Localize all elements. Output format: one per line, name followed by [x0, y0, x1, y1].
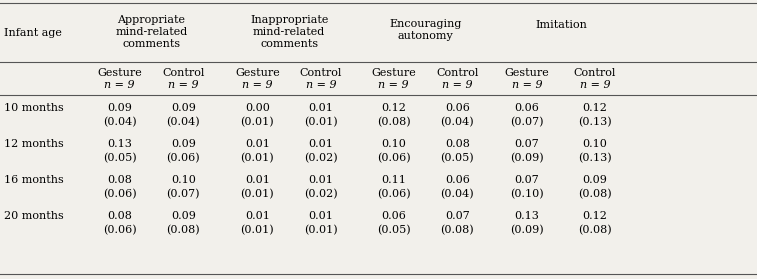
- Text: 0.13: 0.13: [107, 139, 132, 149]
- Text: 0.01: 0.01: [309, 139, 333, 149]
- Text: n = 9: n = 9: [512, 80, 542, 90]
- Text: 0.09: 0.09: [171, 103, 195, 113]
- Text: (0.13): (0.13): [578, 117, 612, 127]
- Text: 12 months: 12 months: [4, 139, 64, 149]
- Text: 0.08: 0.08: [107, 175, 132, 185]
- Text: 20 months: 20 months: [4, 211, 64, 221]
- Text: (0.01): (0.01): [241, 153, 274, 163]
- Text: (0.04): (0.04): [103, 117, 136, 127]
- Text: (0.08): (0.08): [441, 225, 474, 235]
- Text: n = 9: n = 9: [306, 80, 336, 90]
- Text: Control: Control: [162, 68, 204, 78]
- Text: (0.04): (0.04): [441, 117, 474, 127]
- Text: (0.08): (0.08): [167, 225, 200, 235]
- Text: (0.06): (0.06): [377, 189, 410, 199]
- Text: (0.05): (0.05): [103, 153, 136, 163]
- Text: (0.01): (0.01): [241, 225, 274, 235]
- Text: Gesture: Gesture: [235, 68, 280, 78]
- Text: Control: Control: [436, 68, 478, 78]
- Text: 0.08: 0.08: [107, 211, 132, 221]
- Text: 0.06: 0.06: [382, 211, 406, 221]
- Text: (0.13): (0.13): [578, 153, 612, 163]
- Text: (0.08): (0.08): [377, 117, 410, 127]
- Text: Gesture: Gesture: [371, 68, 416, 78]
- Text: (0.07): (0.07): [167, 189, 200, 199]
- Text: 0.01: 0.01: [309, 103, 333, 113]
- Text: 10 months: 10 months: [4, 103, 64, 113]
- Text: Appropriate
mind-related
comments: Appropriate mind-related comments: [115, 15, 188, 49]
- Text: (0.04): (0.04): [441, 189, 474, 199]
- Text: (0.06): (0.06): [103, 225, 136, 235]
- Text: (0.06): (0.06): [167, 153, 200, 163]
- Text: 0.12: 0.12: [583, 211, 607, 221]
- Text: 0.08: 0.08: [445, 139, 469, 149]
- Text: (0.05): (0.05): [441, 153, 474, 163]
- Text: 0.09: 0.09: [171, 139, 195, 149]
- Text: Gesture: Gesture: [504, 68, 550, 78]
- Text: 0.12: 0.12: [583, 103, 607, 113]
- Text: (0.01): (0.01): [304, 117, 338, 127]
- Text: n = 9: n = 9: [168, 80, 198, 90]
- Text: n = 9: n = 9: [104, 80, 135, 90]
- Text: n = 9: n = 9: [242, 80, 273, 90]
- Text: 0.06: 0.06: [445, 103, 469, 113]
- Text: (0.01): (0.01): [241, 117, 274, 127]
- Text: 0.01: 0.01: [245, 211, 269, 221]
- Text: 0.09: 0.09: [107, 103, 132, 113]
- Text: n = 9: n = 9: [442, 80, 472, 90]
- Text: 0.01: 0.01: [245, 175, 269, 185]
- Text: Inappropriate
mind-related
comments: Inappropriate mind-related comments: [250, 15, 329, 49]
- Text: 0.00: 0.00: [245, 103, 269, 113]
- Text: Infant age: Infant age: [4, 28, 61, 38]
- Text: Control: Control: [300, 68, 342, 78]
- Text: 0.09: 0.09: [583, 175, 607, 185]
- Text: Encouraging
autonomy: Encouraging autonomy: [389, 19, 462, 41]
- Text: 0.07: 0.07: [515, 175, 539, 185]
- Text: 0.10: 0.10: [583, 139, 607, 149]
- Text: (0.07): (0.07): [510, 117, 544, 127]
- Text: 0.01: 0.01: [245, 139, 269, 149]
- Text: 0.13: 0.13: [515, 211, 539, 221]
- Text: (0.02): (0.02): [304, 153, 338, 163]
- Text: 0.09: 0.09: [171, 211, 195, 221]
- Text: (0.02): (0.02): [304, 189, 338, 199]
- Text: (0.10): (0.10): [510, 189, 544, 199]
- Text: (0.04): (0.04): [167, 117, 200, 127]
- Text: 0.11: 0.11: [382, 175, 406, 185]
- Text: (0.09): (0.09): [510, 153, 544, 163]
- Text: 16 months: 16 months: [4, 175, 64, 185]
- Text: 0.07: 0.07: [445, 211, 469, 221]
- Text: Control: Control: [574, 68, 616, 78]
- Text: (0.08): (0.08): [578, 225, 612, 235]
- Text: (0.08): (0.08): [578, 189, 612, 199]
- Text: (0.09): (0.09): [510, 225, 544, 235]
- Text: 0.10: 0.10: [171, 175, 195, 185]
- Text: Imitation: Imitation: [535, 20, 587, 30]
- Text: 0.06: 0.06: [515, 103, 539, 113]
- Text: 0.12: 0.12: [382, 103, 406, 113]
- Text: (0.06): (0.06): [377, 153, 410, 163]
- Text: 0.10: 0.10: [382, 139, 406, 149]
- Text: (0.06): (0.06): [103, 189, 136, 199]
- Text: 0.01: 0.01: [309, 211, 333, 221]
- Text: (0.01): (0.01): [241, 189, 274, 199]
- Text: 0.06: 0.06: [445, 175, 469, 185]
- Text: n = 9: n = 9: [378, 80, 409, 90]
- Text: 0.01: 0.01: [309, 175, 333, 185]
- Text: n = 9: n = 9: [580, 80, 610, 90]
- Text: Gesture: Gesture: [97, 68, 142, 78]
- Text: 0.07: 0.07: [515, 139, 539, 149]
- Text: (0.05): (0.05): [377, 225, 410, 235]
- Text: (0.01): (0.01): [304, 225, 338, 235]
